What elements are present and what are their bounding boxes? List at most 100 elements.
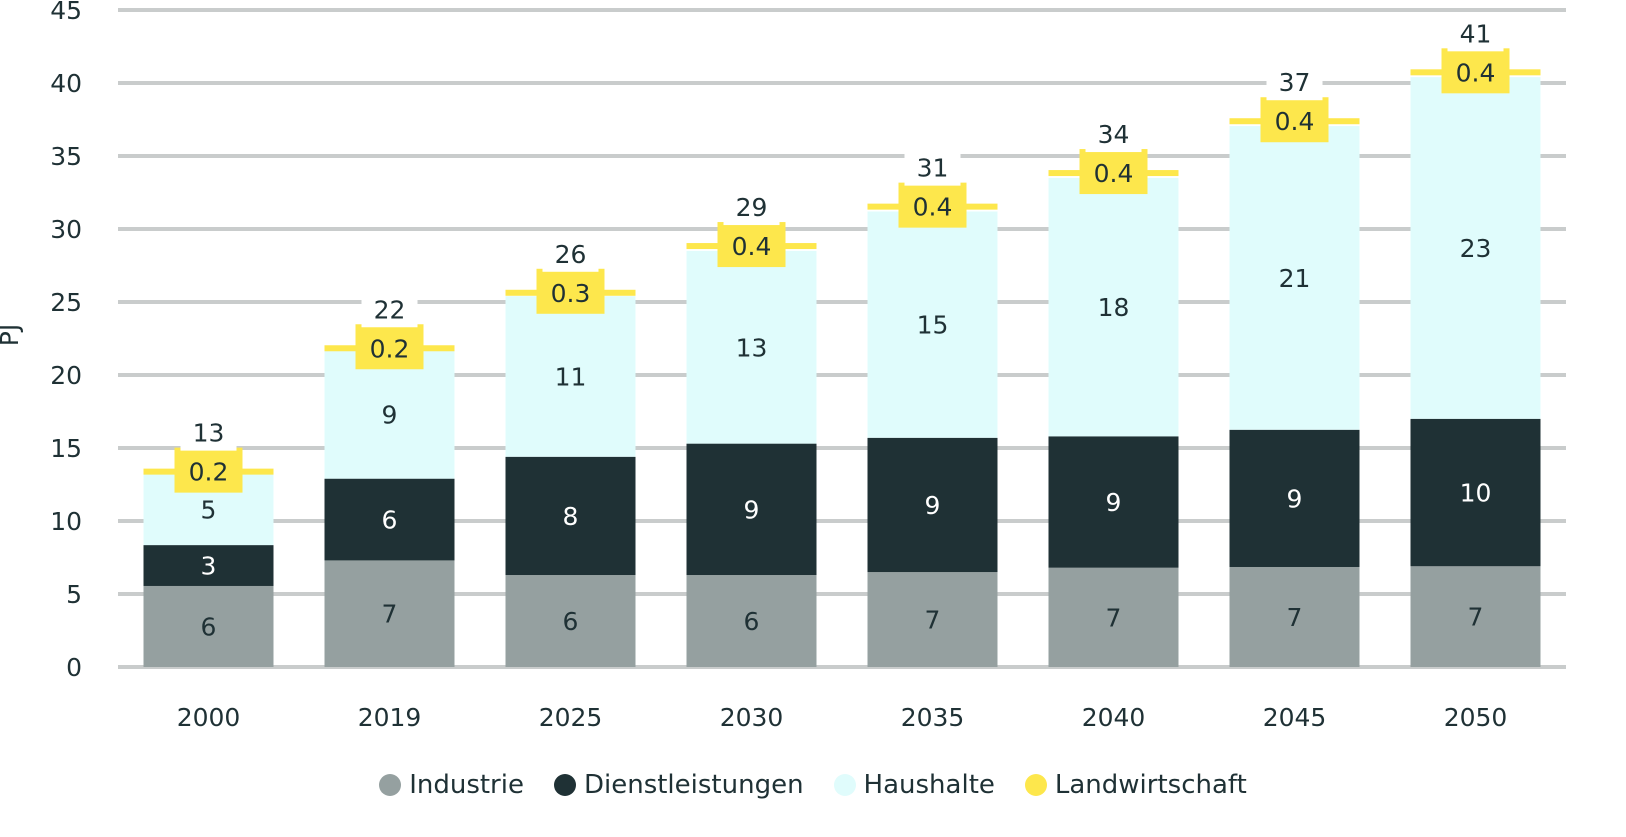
y-axis-label: PJ bbox=[0, 324, 24, 346]
bar-industrie bbox=[1410, 566, 1541, 667]
bar-haushalte bbox=[505, 296, 636, 457]
data-label: 13 bbox=[736, 333, 768, 362]
total-label-bg bbox=[1085, 116, 1142, 153]
data-label: 0.4 bbox=[1275, 107, 1315, 136]
total-label: 22 bbox=[374, 295, 406, 324]
data-label: 6 bbox=[744, 607, 760, 636]
data-label: 7 bbox=[382, 600, 398, 629]
data-label: 0.4 bbox=[1456, 58, 1496, 87]
total-label: 34 bbox=[1098, 120, 1130, 149]
data-label: 21 bbox=[1279, 264, 1311, 293]
x-tick-label: 2025 bbox=[539, 703, 603, 732]
total-label: 31 bbox=[917, 154, 949, 183]
x-tick-label: 2000 bbox=[177, 703, 241, 732]
y-tick-label: 40 bbox=[50, 69, 82, 98]
total-label-bg bbox=[1266, 64, 1323, 101]
y-tick-label: 15 bbox=[50, 434, 82, 463]
data-label: 6 bbox=[563, 607, 579, 636]
data-label: 9 bbox=[1106, 488, 1122, 517]
bar-dienstleistungen bbox=[505, 456, 636, 576]
data-label: 0.3 bbox=[551, 279, 591, 308]
data-label-box bbox=[717, 222, 786, 268]
legend-item: Industrie bbox=[379, 770, 524, 800]
legend-label: Landwirtschaft bbox=[1054, 770, 1247, 800]
y-tick-label: 5 bbox=[66, 580, 82, 609]
total-label: 37 bbox=[1279, 68, 1311, 97]
bar-industrie bbox=[1229, 566, 1360, 667]
bar-industrie bbox=[324, 560, 455, 667]
x-tick-label: 2030 bbox=[720, 703, 784, 732]
data-label-box bbox=[355, 324, 424, 370]
x-tick-label: 2040 bbox=[1082, 703, 1146, 732]
data-label: 7 bbox=[1106, 603, 1122, 632]
data-label: 7 bbox=[925, 606, 941, 635]
data-label: 8 bbox=[563, 502, 579, 531]
bar-dienstleistungen bbox=[867, 437, 998, 573]
data-label-box bbox=[898, 182, 967, 228]
legend-swatch-icon bbox=[553, 774, 576, 796]
data-label: 9 bbox=[925, 491, 941, 520]
data-label: 0.4 bbox=[913, 193, 953, 222]
bar-industrie bbox=[1048, 567, 1179, 667]
data-label: 5 bbox=[201, 495, 217, 524]
legend-swatch-icon bbox=[833, 774, 856, 796]
y-tick-label: 25 bbox=[50, 288, 82, 317]
bar-dienstleistungen bbox=[1410, 418, 1541, 567]
total-label-bg bbox=[542, 235, 599, 272]
total-label: 41 bbox=[1460, 19, 1492, 48]
bar-industrie bbox=[686, 575, 817, 667]
data-label: 6 bbox=[382, 506, 398, 535]
legend-label: Haushalte bbox=[863, 770, 995, 800]
bar-haushalte bbox=[1229, 126, 1360, 430]
data-label: 7 bbox=[1468, 603, 1484, 632]
data-label: 9 bbox=[382, 400, 398, 429]
bar-dienstleistungen bbox=[686, 443, 817, 576]
data-label: 0.4 bbox=[732, 232, 772, 261]
data-label: 18 bbox=[1098, 293, 1130, 322]
total-label-bg bbox=[723, 189, 780, 226]
legend: Industrie Dienstleistungen Haushalte Landwi… bbox=[0, 770, 1626, 800]
legend-item: Dienstleistungen bbox=[553, 770, 804, 800]
y-tick-label: 35 bbox=[50, 142, 82, 171]
data-label-box bbox=[536, 268, 605, 314]
data-label: 0.2 bbox=[189, 458, 229, 487]
bar-dienstleistungen bbox=[1048, 436, 1179, 568]
bar-industrie bbox=[505, 575, 636, 667]
bar-industrie bbox=[143, 585, 274, 667]
legend-swatch-icon bbox=[1024, 774, 1047, 796]
x-tick-label: 2045 bbox=[1263, 703, 1327, 732]
total-label-bg bbox=[361, 291, 418, 328]
data-label: 6 bbox=[201, 612, 217, 641]
bar-haushalte bbox=[686, 250, 817, 444]
data-label: 23 bbox=[1460, 234, 1492, 263]
y-tick-label: 30 bbox=[50, 215, 82, 244]
y-tick-label: 45 bbox=[50, 0, 82, 25]
data-label: 10 bbox=[1460, 479, 1492, 508]
bar-haushalte bbox=[324, 350, 455, 479]
y-tick-label: 20 bbox=[50, 361, 82, 390]
data-label: 9 bbox=[1287, 484, 1303, 513]
bar-dienstleistungen bbox=[1229, 429, 1360, 567]
data-label-box bbox=[1441, 48, 1510, 94]
bar-dienstleistungen bbox=[143, 545, 274, 586]
bar-haushalte bbox=[1048, 177, 1179, 437]
data-label: 0.2 bbox=[370, 334, 410, 363]
legend-label: Industrie bbox=[409, 770, 524, 800]
legend-swatch-icon bbox=[379, 774, 402, 796]
total-label-bg bbox=[1447, 15, 1504, 52]
total-label: 13 bbox=[193, 419, 225, 448]
bar-dienstleistungen bbox=[324, 478, 455, 561]
bar-haushalte bbox=[867, 211, 998, 438]
data-label: 7 bbox=[1287, 603, 1303, 632]
bar-haushalte bbox=[1410, 77, 1541, 419]
data-label-box bbox=[174, 447, 243, 493]
total-label: 29 bbox=[736, 193, 768, 222]
data-label: 0.4 bbox=[1094, 159, 1134, 188]
data-label: 3 bbox=[201, 552, 217, 581]
legend-item: Landwirtschaft bbox=[1024, 770, 1247, 800]
total-label-bg bbox=[180, 414, 237, 451]
data-label-box bbox=[1260, 97, 1329, 143]
chart-svg: 051015202530354045PJ20006350.21320197690… bbox=[0, 0, 1566, 732]
x-tick-label: 2050 bbox=[1444, 703, 1508, 732]
